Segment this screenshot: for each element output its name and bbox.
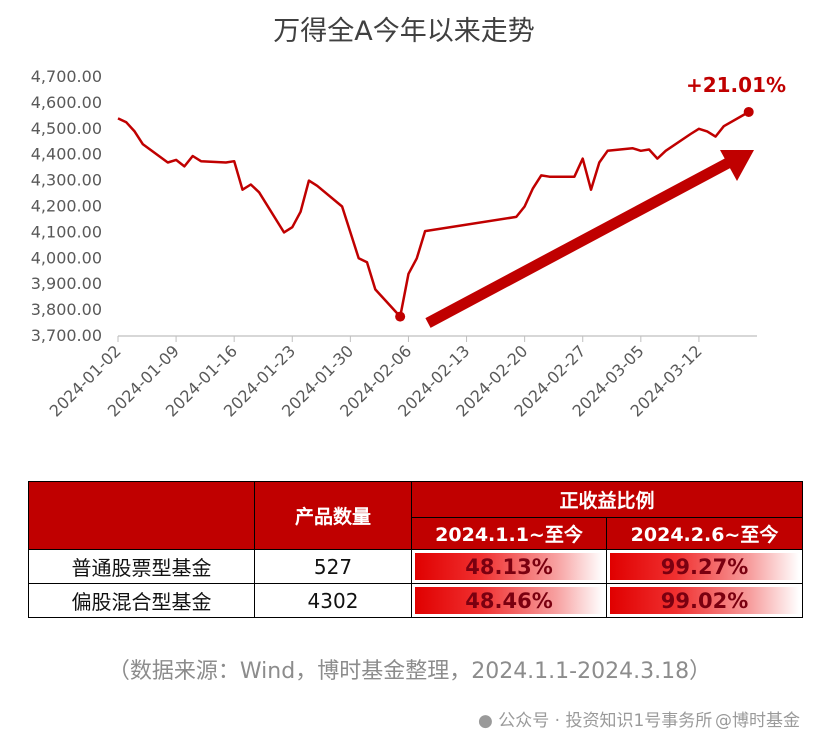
fund-type: 偏股混合型基金	[28, 583, 255, 618]
y-tick-label: 4,200.00	[31, 197, 102, 216]
y-tick-label: 3,900.00	[31, 274, 102, 293]
y-tick-label: 4,400.00	[31, 145, 102, 164]
source-note: （数据来源：Wind，博时基金整理，2024.1.1-2024.3.18）	[107, 659, 712, 684]
watermark-right: @博时基金	[715, 711, 800, 731]
trend-arrow	[425, 150, 754, 328]
header-col1: 2024.1.1~至今	[411, 517, 607, 550]
header-col2: 2024.2.6~至今	[605, 517, 804, 550]
y-tick-label: 4,500.00	[31, 119, 102, 138]
y-tick-label: 4,100.00	[31, 222, 102, 241]
ratio-value: 99.02%	[660, 588, 749, 613]
gain-annotation: +21.01%	[686, 73, 786, 97]
chart-title: 万得全A今年以来走势	[273, 16, 534, 47]
positive-return-table: 产品数量 正收益比例 2024.1.1~至今 2024.2.6~至今 普通股票型…	[28, 481, 804, 618]
watermark-left: ● 公众号 · 投资知识1号事务所	[478, 706, 712, 731]
ratio-cell: 99.02%	[605, 583, 804, 618]
line-chart: 万得全A今年以来走势 4,700.00 4,600.00 4,500.00 4,400…	[31, 16, 786, 421]
header-group: 正收益比例	[410, 481, 804, 518]
product-count: 527	[254, 549, 412, 584]
y-tick-label: 3,700.00	[31, 326, 102, 345]
table-row: 偏股混合型基金 4302 48.46% 99.02%	[28, 583, 804, 618]
ratio-value: 99.27%	[660, 554, 749, 579]
ratio-cell: 48.46%	[411, 583, 607, 618]
ratio-cell: 48.13%	[411, 549, 607, 584]
ratio-value: 48.46%	[465, 588, 553, 613]
y-tick-label: 3,800.00	[31, 300, 102, 319]
y-tick-label: 4,600.00	[31, 93, 102, 112]
product-count: 4302	[254, 583, 412, 618]
fund-type: 普通股票型基金	[28, 549, 255, 584]
y-axis: 4,700.00 4,600.00 4,500.00 4,400.00 4,300.00…	[31, 67, 102, 345]
wechat-icon: ●	[478, 711, 493, 731]
low-point-marker	[395, 311, 406, 322]
header-count: 产品数量	[254, 481, 412, 550]
watermark-text: 公众号 · 投资知识1号事务所	[498, 711, 713, 731]
table-row: 普通股票型基金 527 48.13% 99.27%	[28, 549, 804, 584]
x-axis: 2024-01-022024-01-092024-01-162024-01-23…	[46, 336, 706, 421]
y-tick-label: 4,700.00	[31, 67, 102, 86]
header-blank	[28, 481, 255, 550]
end-point-marker	[743, 106, 754, 117]
ratio-value: 48.13%	[465, 554, 553, 579]
y-tick-label: 4,000.00	[31, 248, 102, 267]
y-tick-label: 4,300.00	[31, 171, 102, 190]
ratio-cell: 99.27%	[605, 549, 804, 584]
series-line	[117, 110, 750, 318]
